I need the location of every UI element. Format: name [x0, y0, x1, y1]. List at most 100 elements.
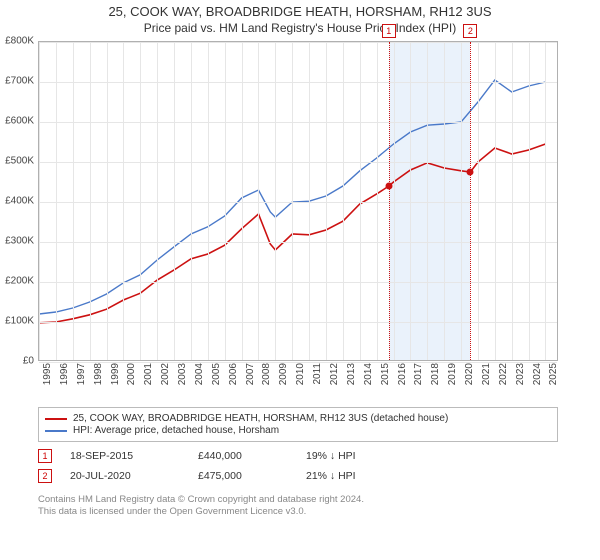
gridline-v — [39, 42, 40, 360]
gridline-v — [140, 42, 141, 360]
x-axis-label: 2019 — [447, 363, 458, 385]
y-axis-label: £200K — [0, 276, 34, 287]
x-axis-label: 1995 — [42, 363, 53, 385]
gridline-v — [157, 42, 158, 360]
transaction-diff: 19% ↓ HPI — [306, 450, 356, 462]
marker-line-1 — [389, 42, 390, 360]
x-axis-label: 2009 — [278, 363, 289, 385]
transaction-badge: 2 — [38, 469, 52, 483]
footer-line-1: Contains HM Land Registry data © Crown c… — [38, 494, 590, 506]
x-axis-label: 2011 — [312, 363, 323, 385]
x-axis-label: 2016 — [397, 363, 408, 385]
x-axis-label: 2024 — [532, 363, 543, 385]
gridline-v — [444, 42, 445, 360]
gridline-v — [326, 42, 327, 360]
legend-box: 25, COOK WAY, BROADBRIDGE HEATH, HORSHAM… — [38, 407, 558, 442]
gridline-v — [495, 42, 496, 360]
transaction-price: £440,000 — [198, 450, 288, 462]
gridline-h — [39, 82, 557, 83]
y-axis-label: £400K — [0, 196, 34, 207]
x-axis-label: 2001 — [143, 363, 154, 385]
gridline-h — [39, 322, 557, 323]
y-axis-label: £300K — [0, 236, 34, 247]
x-axis-label: 2022 — [498, 363, 509, 385]
gridline-v — [258, 42, 259, 360]
gridline-v — [309, 42, 310, 360]
gridline-v — [292, 42, 293, 360]
marker-tag-1: 1 — [382, 24, 396, 38]
gridline-v — [225, 42, 226, 360]
gridline-v — [343, 42, 344, 360]
y-axis-label: £0 — [0, 356, 34, 367]
gridline-v — [512, 42, 513, 360]
gridline-v — [90, 42, 91, 360]
x-axis-label: 2023 — [515, 363, 526, 385]
gridline-v — [123, 42, 124, 360]
x-axis-label: 2025 — [548, 363, 559, 385]
x-axis-label: 2010 — [295, 363, 306, 385]
transaction-badge: 1 — [38, 449, 52, 463]
x-axis-label: 2004 — [194, 363, 205, 385]
x-axis-label: 1996 — [59, 363, 70, 385]
x-axis-label: 1998 — [93, 363, 104, 385]
marker-point-2 — [467, 169, 474, 176]
x-axis-label: 2005 — [211, 363, 222, 385]
x-axis-label: 2000 — [126, 363, 137, 385]
footer-line-2: This data is licensed under the Open Gov… — [38, 506, 590, 518]
legend-swatch-hpi — [45, 430, 67, 432]
x-axis-label: 2017 — [413, 363, 424, 385]
plot-region: 12 — [38, 41, 558, 361]
x-axis-label: 2012 — [329, 363, 340, 385]
legend-label-property: 25, COOK WAY, BROADBRIDGE HEATH, HORSHAM… — [73, 413, 448, 424]
marker-line-2 — [470, 42, 471, 360]
legend-item-hpi: HPI: Average price, detached house, Hors… — [45, 425, 551, 436]
legend-swatch-property — [45, 418, 67, 420]
gridline-v — [427, 42, 428, 360]
gridline-h — [39, 162, 557, 163]
gridline-v — [410, 42, 411, 360]
x-axis-label: 2006 — [228, 363, 239, 385]
gridline-v — [191, 42, 192, 360]
legend-label-hpi: HPI: Average price, detached house, Hors… — [73, 425, 279, 436]
marker-tag-2: 2 — [463, 24, 477, 38]
x-axis-label: 2014 — [363, 363, 374, 385]
gridline-v — [242, 42, 243, 360]
transaction-diff: 21% ↓ HPI — [306, 470, 356, 482]
transaction-price: £475,000 — [198, 470, 288, 482]
footer-attribution: Contains HM Land Registry data © Crown c… — [38, 494, 590, 519]
x-axis-label: 2003 — [177, 363, 188, 385]
y-axis-label: £100K — [0, 316, 34, 327]
gridline-v — [360, 42, 361, 360]
x-axis-label: 2002 — [160, 363, 171, 385]
x-axis-label: 2007 — [245, 363, 256, 385]
marker-point-1 — [385, 183, 392, 190]
x-axis-label: 2008 — [261, 363, 272, 385]
transaction-row: 2 20-JUL-2020 £475,000 21% ↓ HPI — [38, 466, 558, 486]
y-axis-label: £700K — [0, 76, 34, 87]
chart-title: 25, COOK WAY, BROADBRIDGE HEATH, HORSHAM… — [0, 4, 600, 19]
transaction-date: 20-JUL-2020 — [70, 470, 180, 482]
gridline-v — [208, 42, 209, 360]
gridline-h — [39, 42, 557, 43]
gridline-v — [275, 42, 276, 360]
chart-subtitle: Price paid vs. HM Land Registry's House … — [0, 21, 600, 35]
transactions-table: 1 18-SEP-2015 £440,000 19% ↓ HPI 2 20-JUL-202… — [38, 446, 558, 486]
gridline-v — [174, 42, 175, 360]
y-axis-label: £800K — [0, 36, 34, 47]
gridline-h — [39, 202, 557, 203]
gridline-v — [545, 42, 546, 360]
x-axis-label: 1997 — [76, 363, 87, 385]
x-axis-label: 1999 — [110, 363, 121, 385]
gridline-v — [394, 42, 395, 360]
gridline-v — [56, 42, 57, 360]
gridline-v — [107, 42, 108, 360]
x-axis-label: 2020 — [464, 363, 475, 385]
gridline-v — [377, 42, 378, 360]
gridline-h — [39, 122, 557, 123]
x-axis-label: 2021 — [481, 363, 492, 385]
gridline-v — [478, 42, 479, 360]
x-axis-label: 2013 — [346, 363, 357, 385]
gridline-h — [39, 242, 557, 243]
legend-item-property: 25, COOK WAY, BROADBRIDGE HEATH, HORSHAM… — [45, 413, 551, 424]
transaction-date: 18-SEP-2015 — [70, 450, 180, 462]
